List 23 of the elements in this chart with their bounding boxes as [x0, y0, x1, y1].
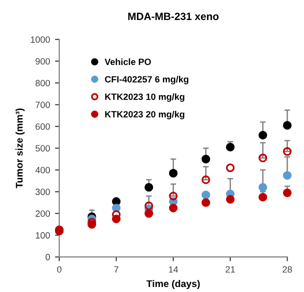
y-tick-label: 1000: [30, 36, 50, 43]
legend-label: KTK2023 10 mg/kg: [105, 93, 184, 102]
y-tick-label: 600: [36, 123, 50, 130]
legend-label: KTK2023 20 mg/kg: [105, 110, 184, 120]
y-tick-label: 800: [36, 80, 50, 86]
y-axis-title: Tumor size (mm³): [16, 108, 25, 188]
y-tick-label: 200: [36, 210, 50, 217]
legend-label: Vehicle PO: [104, 58, 151, 66]
y-tick-label: 400: [35, 166, 50, 174]
x-tick-label: 14: [168, 266, 178, 273]
x-tick-label: 21: [226, 266, 235, 273]
y-tick-label: 700: [36, 102, 50, 108]
x-tick-label: 0: [57, 266, 62, 273]
y-tick-label: 300: [36, 188, 50, 196]
chart-title: MDA-MB-231 xeno: [128, 12, 219, 20]
legend-label: CFI-402257 6 mg/kg: [104, 76, 188, 84]
x-tick-label: 7: [114, 266, 118, 273]
y-tick-label: 0: [46, 254, 50, 260]
y-tick-label: 100: [36, 232, 50, 239]
x-tick-label: 28: [282, 266, 292, 273]
x-axis-title: Time (days): [146, 280, 200, 290]
y-tick-label: 500: [36, 145, 50, 152]
y-tick-label: 900: [36, 58, 50, 65]
